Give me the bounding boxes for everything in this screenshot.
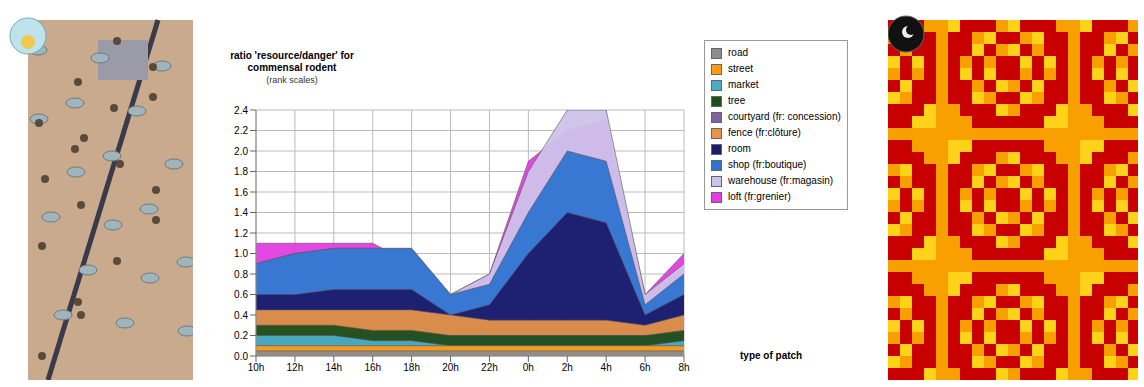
svg-text:4h: 4h [601,362,612,373]
html-text:road: road [728,47,748,58]
html-text:room: room [728,143,751,154]
svg-text:10h: 10h [248,362,265,373]
svg-text:20h: 20h [442,362,459,373]
svg-text:1.6: 1.6 [234,187,248,198]
svg-text:12h: 12h [287,362,304,373]
svg-text:1.8: 1.8 [234,166,248,177]
html-text:shop (fr:boutique): shop (fr:boutique) [728,159,807,170]
html-text:courtyard (fr: concession): courtyard (fr: concession) [728,111,841,122]
svg-text:2.0: 2.0 [234,146,248,157]
svg-text:1.4: 1.4 [234,207,248,218]
svg-text:16h: 16h [364,362,381,373]
html-text:(rank scales): (rank scales) [266,75,318,85]
svg-text:2.4: 2.4 [234,105,248,116]
html-text:fence (fr:clôture): fence (fr:clôture) [728,127,801,138]
svg-text:18h: 18h [403,362,420,373]
svg-text:2.2: 2.2 [234,125,248,136]
svg-text:1.2: 1.2 [234,228,248,239]
html-text:loft (fr:grenier): loft (fr:grenier) [728,191,791,202]
svg-text:0.6: 0.6 [234,289,248,300]
svg-text:0.8: 0.8 [234,269,248,280]
svg-text:0.4: 0.4 [234,310,248,321]
svg-text:0h: 0h [523,362,534,373]
svg-text:8h: 8h [678,362,689,373]
svg-text:0.0: 0.0 [234,351,248,362]
html-text:type of patch: type of patch [740,350,803,361]
html-text:street: street [728,63,753,74]
svg-text:2h: 2h [562,362,573,373]
svg-text:1.0: 1.0 [234,248,248,259]
html-text:ratio 'resource/danger' for co: ratio 'resource/danger' for commensal ro… [230,50,354,73]
svg-text:14h: 14h [325,362,342,373]
svg-text:22h: 22h [481,362,498,373]
svg-text:0.2: 0.2 [234,330,248,341]
html-text:warehouse (fr:magasin): warehouse (fr:magasin) [728,175,833,186]
html-text:tree: tree [728,95,746,106]
html-text:market: market [728,79,759,90]
svg-text:6h: 6h [640,362,651,373]
